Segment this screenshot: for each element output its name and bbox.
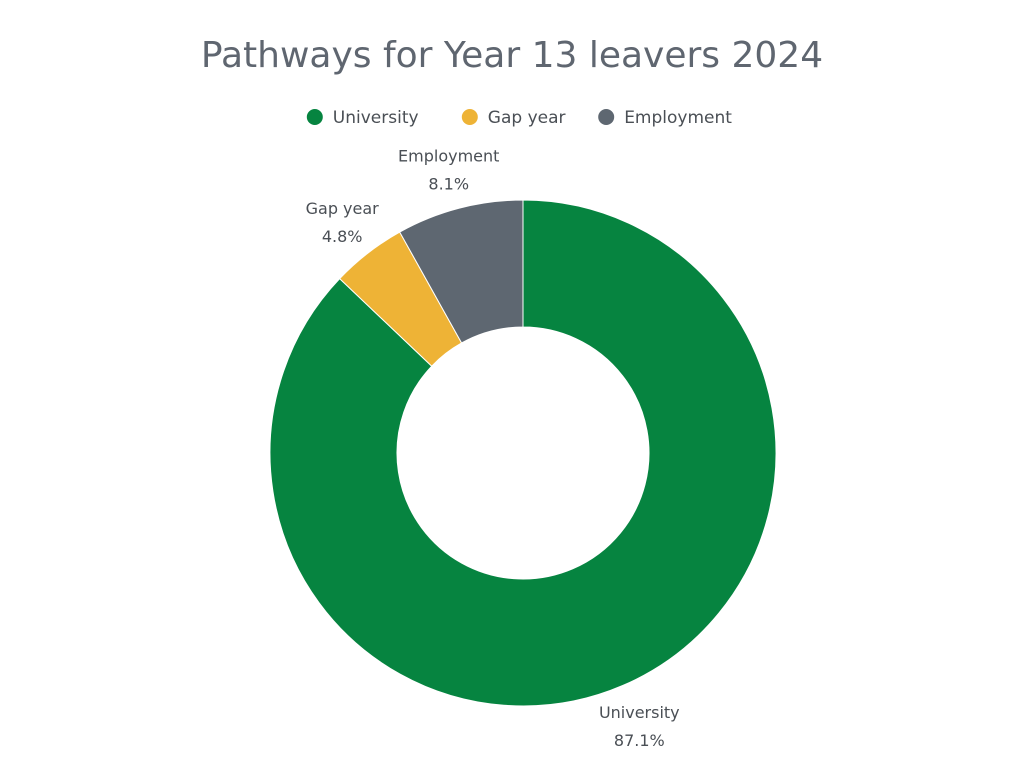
legend: University Gap year Employment	[306, 108, 732, 128]
legend-label-university: University	[333, 108, 419, 128]
legend-marker-university	[306, 109, 323, 125]
donut-slices	[269, 199, 777, 707]
slice-value-university: 87.1%	[614, 731, 665, 750]
slice-university	[269, 199, 777, 707]
slice-value-employment: 8.1%	[428, 174, 469, 193]
slice-label-gap-year: Gap year	[306, 199, 380, 218]
slice-label-university: University	[599, 703, 680, 722]
slice-employment	[399, 199, 524, 344]
legend-marker-employment	[598, 109, 615, 125]
slice-label-employment: Employment	[398, 146, 499, 165]
legend-marker-gap-year	[461, 109, 478, 125]
slice-labels: University 87.1% Gap year 4.8% Employment 8.1…	[306, 146, 680, 750]
chart-title: Pathways for Year 13 leavers 2024	[201, 35, 823, 76]
legend-label-employment: Employment	[624, 108, 732, 128]
legend-label-gap-year: Gap year	[488, 108, 566, 128]
slice-value-gap-year: 4.8%	[322, 227, 363, 246]
